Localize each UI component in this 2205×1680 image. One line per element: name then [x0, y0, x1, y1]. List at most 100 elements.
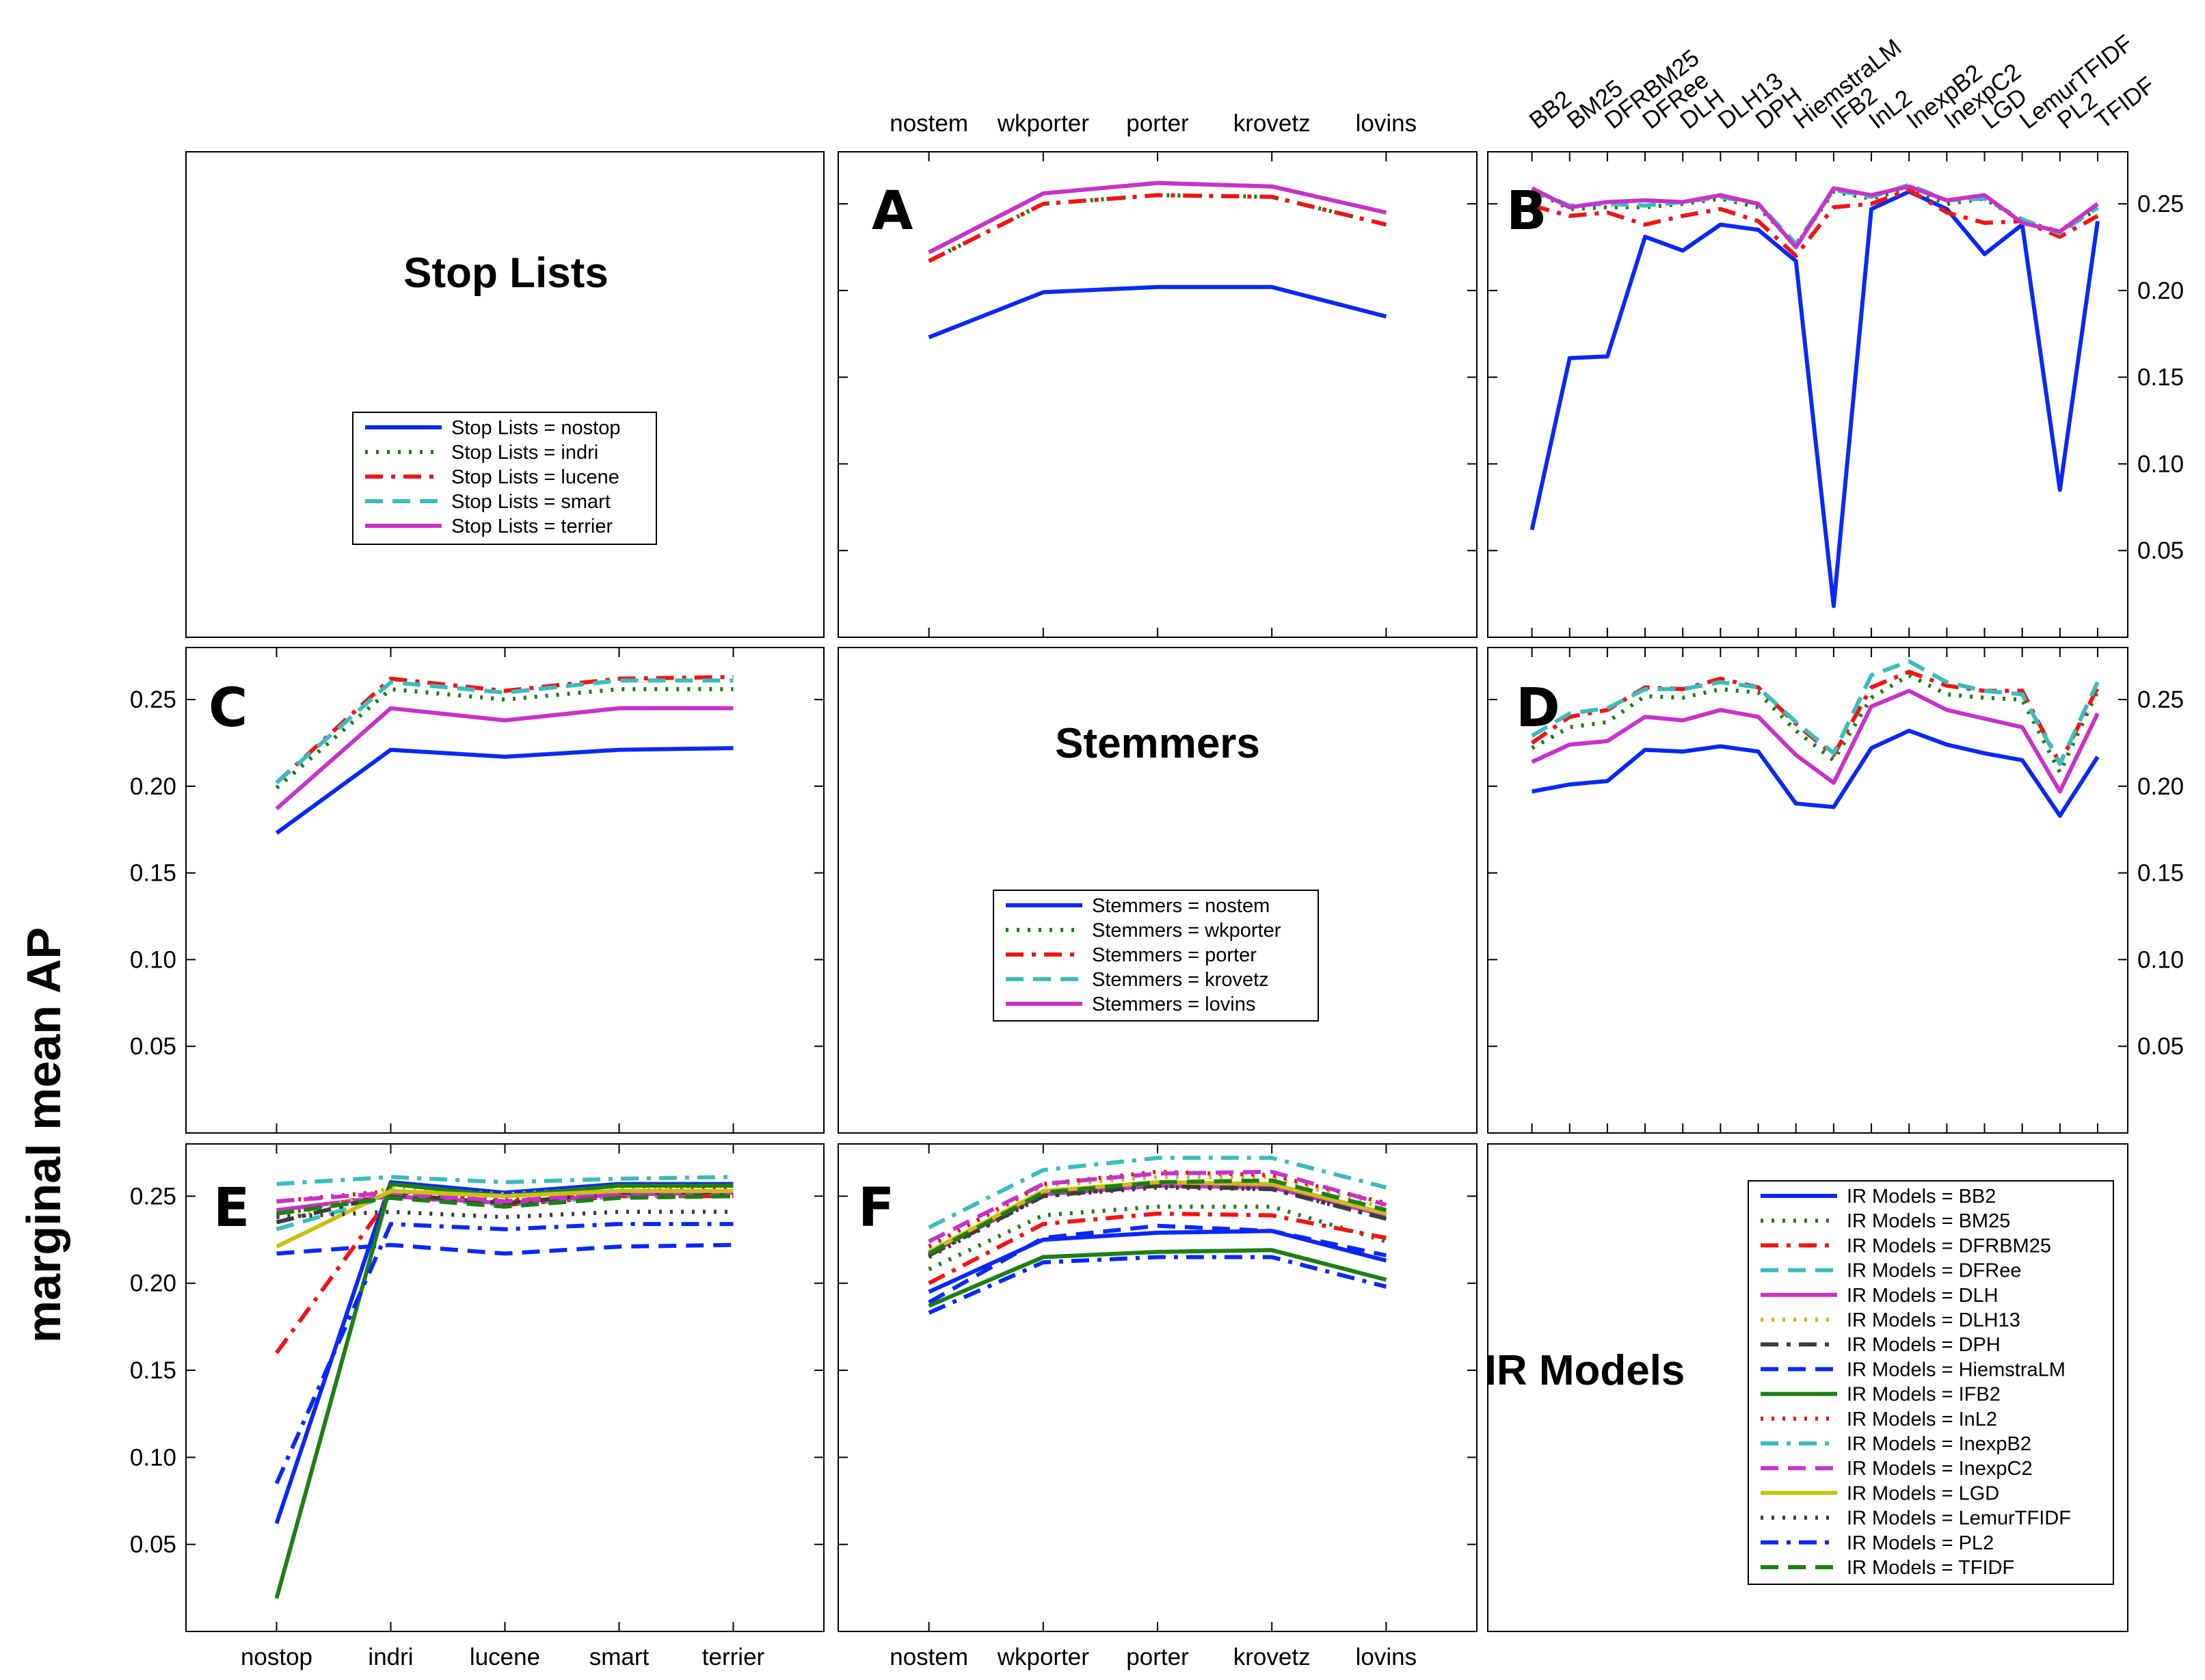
series-line-terrier: [1531, 184, 2099, 250]
panel-b: 0.05 0.10 0.15 0.20 0.25 B: [1487, 151, 2184, 638]
legend-entry: IR Models = BB2: [1847, 1186, 1996, 1208]
series-line-inexpb2: [928, 1156, 1387, 1229]
x-tick-label-top: porter: [1126, 110, 1189, 137]
panel-frame: [1487, 151, 2128, 638]
series-line-hiemstralm: [928, 1223, 1387, 1305]
x-tick-label-top: TFIDF: [2090, 72, 2160, 135]
series-line-nostop: [1529, 189, 2100, 609]
series-line-dph: [928, 1184, 1387, 1257]
series-line-ifb2: [928, 1248, 1387, 1308]
series-line-lovins: [275, 706, 734, 811]
x-tick-label-bottom: smart: [589, 1644, 650, 1670]
legend-entry: IR Models = DLH13: [1847, 1309, 2020, 1331]
x-tick-label-top: nostem: [890, 110, 968, 137]
y-tick-label: 0.25: [2137, 191, 2184, 217]
panel-a: A: [838, 151, 1478, 638]
series-line-dfrbm25: [928, 1211, 1387, 1285]
x-tick-label-bottom: wkporter: [997, 1644, 1090, 1670]
series-line-inexpc2: [928, 1169, 1387, 1244]
series-line-pl2: [928, 1255, 1387, 1315]
legend-entry: Stemmers = porter: [1092, 944, 1257, 966]
series-line-tfidf: [928, 1178, 1387, 1256]
series-line-terrier: [928, 181, 1387, 254]
panel-f: F: [838, 1143, 1478, 1632]
y-tick-label: 0.25: [2137, 686, 2184, 713]
legend-entry: IR Models = BM25: [1847, 1210, 2010, 1232]
x-tick-label-bottom: lucene: [470, 1644, 540, 1670]
legend-entry: Stemmers = lovins: [1092, 994, 1255, 1015]
legend-entry: IR Models = DLH: [1847, 1285, 1999, 1307]
legend-entry: IR Models = InexpC2: [1847, 1458, 2033, 1480]
panel-letter: F: [858, 1177, 894, 1239]
x-tick-label-bottom: nostop: [241, 1644, 312, 1670]
y-tick-label: 0.10: [2137, 946, 2184, 973]
panel-title-stoplists: Stop Lists Stop Lists = nostop Stop Lists …: [185, 151, 825, 638]
legend-entry: IR Models = InexpB2: [1847, 1433, 2031, 1455]
y-tick-label: 0.10: [130, 946, 176, 973]
y-tick-label: 0.05: [130, 1033, 176, 1060]
series-line-tfidf: [276, 1194, 734, 1216]
y-tick-label: 0.25: [130, 1183, 176, 1210]
panel-frame: [1487, 647, 2128, 1134]
panel-letter: C: [209, 678, 248, 739]
y-tick-label: 0.10: [2137, 451, 2184, 477]
y-axis-label: marginal mean AP: [17, 927, 70, 1343]
legend-entry: IR Models = LemurTFIDF: [1847, 1508, 2071, 1530]
series-line-krovetz: [275, 678, 734, 785]
panel-letter: E: [213, 1177, 250, 1239]
series-line-lucene: [1531, 187, 2099, 258]
panel-d: 0.05 0.10 0.15 0.20 0.25 D: [1487, 647, 2184, 1134]
y-tick-label: 0.05: [130, 1532, 176, 1558]
x-tick-label-bottom: porter: [1126, 1644, 1189, 1670]
panel-c: 0.05 0.10 0.15 0.20 0.25 C: [130, 647, 825, 1134]
series-line-nostem: [1532, 728, 2100, 818]
x-tick-label-bottom: nostem: [890, 1644, 968, 1670]
legend-entry: IR Models = InL2: [1847, 1409, 1997, 1430]
series-line-hiemstralm: [276, 1242, 734, 1256]
series-line-krovetz: [1531, 659, 2100, 766]
series-line-wkporter: [1531, 673, 2100, 775]
y-tick-label: 0.20: [2137, 278, 2184, 304]
series-line-lucene: [928, 193, 1387, 263]
legend-entry: IR Models = LGD: [1847, 1482, 1999, 1504]
y-tick-label: 0.20: [130, 1270, 176, 1297]
x-tick-label-bottom: krovetz: [1233, 1644, 1311, 1670]
series-line-bm25: [928, 1204, 1387, 1272]
x-tick-label-bottom: terrier: [702, 1644, 765, 1670]
panel-frame: [1487, 1143, 2128, 1632]
series-line-inexpc2: [276, 1188, 734, 1203]
x-tick-label-bottom: indri: [368, 1644, 413, 1670]
panel-title-stemmers: Stemmers Stemmers = nostem Stemmers = wkpo…: [838, 647, 1478, 1134]
legend-box: [1748, 1180, 2114, 1585]
legend-entry: Stemmers = wkporter: [1092, 920, 1281, 942]
panel-frame: [838, 647, 1478, 1134]
series-line-indri: [928, 193, 1387, 263]
x-tick-label-top: wkporter: [997, 110, 1090, 137]
panel-frame: [185, 1143, 825, 1632]
y-tick-label: 0.15: [130, 1357, 176, 1384]
y-tick-label: 0.05: [2137, 537, 2184, 564]
y-tick-label: 0.15: [2137, 364, 2184, 391]
panel-frame: [185, 151, 825, 638]
legend-entry: IR Models = TFIDF: [1847, 1557, 2014, 1579]
series-line-nostem: [275, 746, 734, 835]
legend-entry: Stemmers = krovetz: [1092, 969, 1269, 991]
legend-entry: Stop Lists = terrier: [451, 516, 613, 537]
legend-entry: Stemmers = nostem: [1092, 895, 1270, 917]
panel-letter: A: [872, 181, 913, 242]
y-tick-label: 0.10: [130, 1444, 176, 1471]
legend-entry: IR Models = HiemstraLM: [1847, 1359, 2066, 1381]
panel-letter: D: [1516, 678, 1560, 739]
y-tick-label: 0.20: [130, 773, 176, 800]
x-tick-label-top: krovetz: [1233, 110, 1311, 137]
y-tick-label: 0.15: [2137, 860, 2184, 887]
legend-entry: IR Models = DPH: [1847, 1334, 2001, 1356]
legend-entry: Stop Lists = smart: [451, 491, 611, 513]
series-line-lgd: [276, 1188, 734, 1249]
legend-entry: IR Models = IFB2: [1847, 1384, 2001, 1406]
panel-title: IR Models: [1485, 1347, 1685, 1394]
legend-entry: IR Models = DFRee: [1847, 1260, 2021, 1282]
